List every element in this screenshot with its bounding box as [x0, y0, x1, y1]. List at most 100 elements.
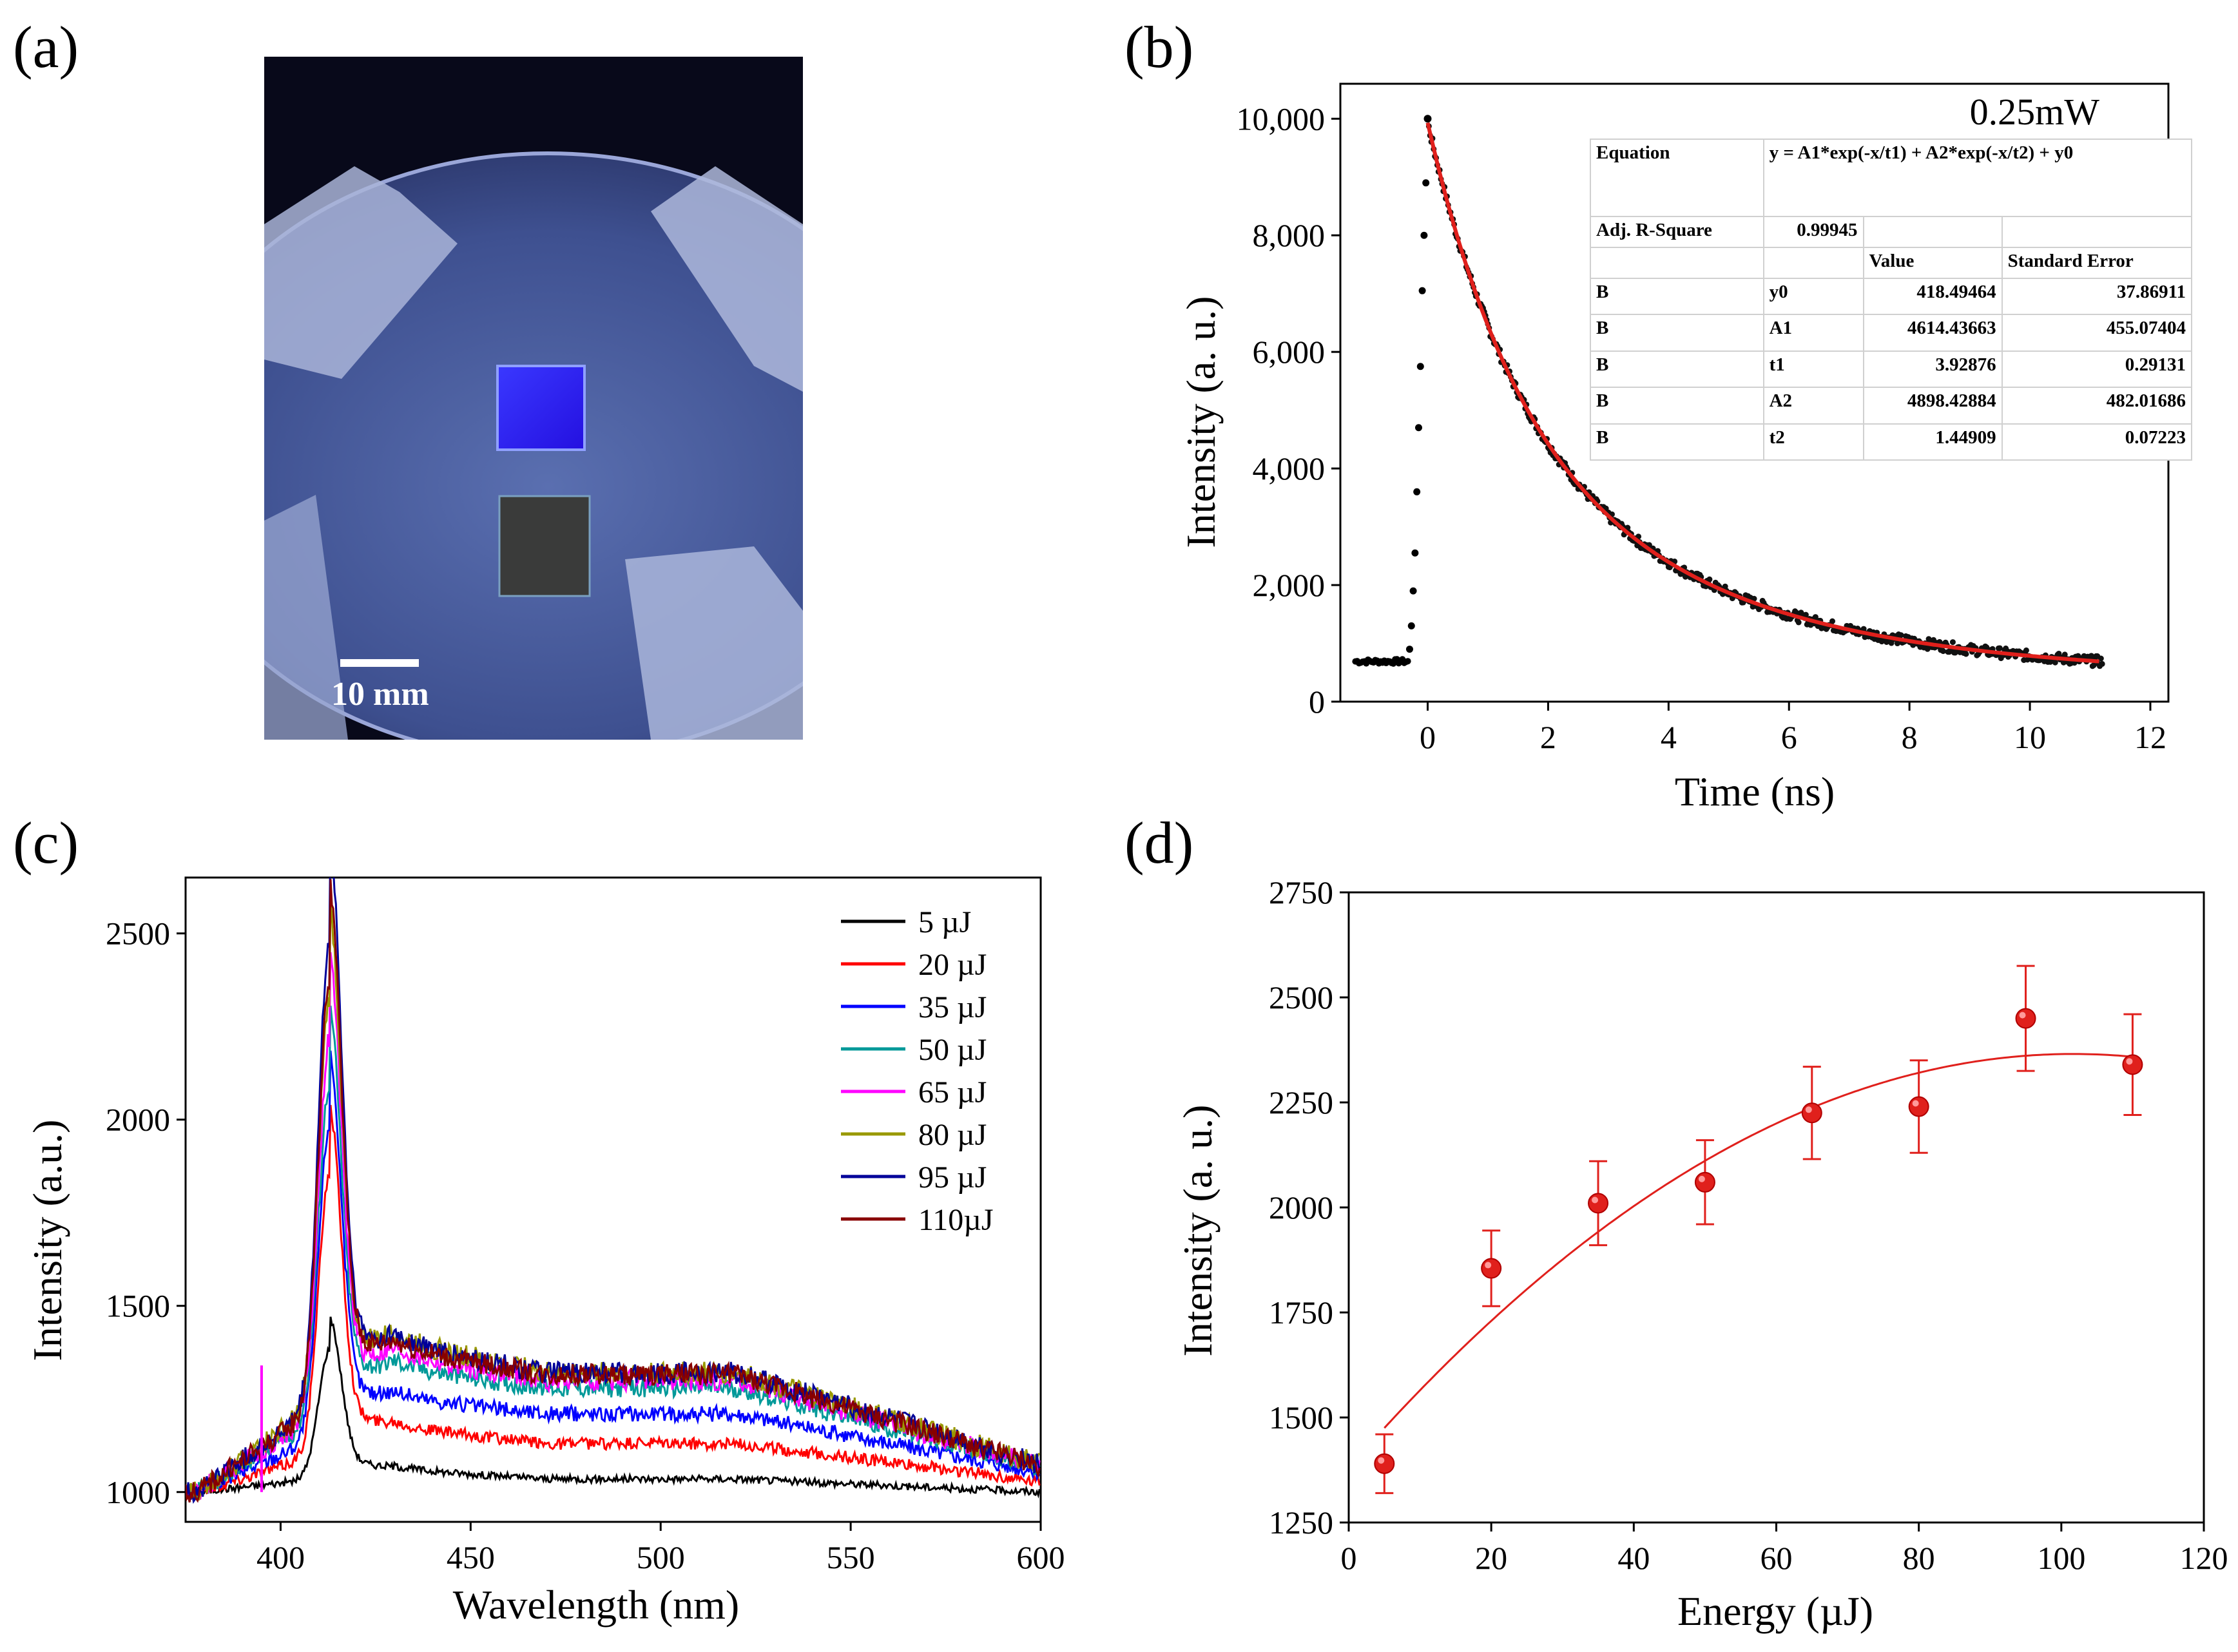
series-line [186, 1050, 1041, 1500]
x-tick-label: 500 [637, 1539, 685, 1575]
data-point [2088, 653, 2094, 659]
y-tick-label: 10,000 [1237, 101, 1326, 137]
series-line [186, 878, 1041, 1504]
series-line [186, 904, 1041, 1501]
equation-label: Equation [1590, 139, 1764, 217]
paper-sheet-bottom-right [625, 546, 803, 740]
table-row: B t2 1.44909 0.07223 [1590, 423, 2193, 461]
chart-b-ylabel: Intensity (a. u.) [1178, 296, 1224, 548]
row-model: B [1590, 314, 1764, 352]
stderr-header: Standard Error [2001, 247, 2193, 279]
data-point [1940, 648, 1946, 655]
x-tick-label: 0 [1341, 1540, 1357, 1576]
chart-c-xlabel: Wavelength (nm) [453, 1582, 739, 1628]
y-tick-label: 2,000 [1253, 567, 1326, 603]
scale-bar [340, 659, 419, 667]
y-tick-label: 2000 [106, 1102, 170, 1138]
row-value: 4898.42884 [1862, 387, 2003, 425]
adj-r-value: 0.99945 [1762, 216, 1864, 248]
row-stderr: 482.01686 [2001, 387, 2193, 425]
chart-d-xlabel: Energy (µJ) [1677, 1588, 1873, 1634]
data-point [1795, 619, 1802, 626]
chart-d-ylabel: Intensity (a. u.) [1175, 1105, 1220, 1357]
y-tick-label: 6,000 [1253, 334, 1326, 370]
data-point [2122, 1054, 2143, 1075]
row-stderr: 37.86911 [2001, 277, 2193, 316]
data-point [1409, 587, 1417, 595]
legend-label: 35 µJ [918, 990, 987, 1024]
data-point [1908, 1096, 1929, 1117]
series-line [186, 1104, 1041, 1502]
y-tick-label: 2500 [1269, 979, 1333, 1015]
legend-label: 95 µJ [918, 1160, 987, 1195]
data-point [1694, 1171, 1715, 1193]
series-group [186, 878, 1041, 1504]
row-param: t2 [1762, 423, 1864, 461]
adj-r-label: Adj. R-Square [1590, 216, 1764, 248]
data-point-highlight [2019, 1012, 2026, 1019]
data-point [1949, 639, 1956, 646]
data-point [1706, 576, 1713, 582]
series-line [186, 1316, 1041, 1499]
row-stderr: 0.29131 [2001, 350, 2193, 389]
y-tick-label: 1500 [1269, 1399, 1333, 1436]
data-point [1422, 179, 1430, 187]
series-line [186, 879, 1041, 1503]
row-model: B [1590, 423, 1764, 461]
data-point-highlight [1592, 1196, 1599, 1204]
x-tick-label: 2 [1540, 719, 1556, 755]
data-point [1423, 115, 1432, 123]
luminescent-film [496, 365, 586, 451]
plot-frame [1347, 891, 2205, 1524]
chart-b-xlabel: Time (ns) [1675, 769, 1835, 814]
data-point [2099, 660, 2105, 667]
x-tick-label: 40 [1617, 1540, 1650, 1576]
y-tick-label: 8,000 [1253, 217, 1326, 253]
x-tick-label: 550 [827, 1539, 875, 1575]
data-point-highlight [1485, 1262, 1492, 1269]
row-value: 1.44909 [1862, 423, 2003, 461]
table-row: B A2 4898.42884 482.01686 [1590, 387, 2193, 425]
data-point [1405, 646, 1413, 653]
data-point [2056, 650, 2062, 657]
row-model: B [1590, 277, 1764, 316]
data-point [1801, 1102, 1822, 1124]
data-point [1751, 595, 1757, 602]
data-point [2023, 647, 2029, 653]
x-tick-label: 20 [1475, 1540, 1507, 1576]
panel-c-letter: (c) [13, 810, 79, 876]
data-point [1407, 622, 1415, 629]
table-row: B y0 418.49464 37.86911 [1590, 277, 2193, 316]
paper-sheet-left [264, 495, 348, 740]
row-stderr: 0.07223 [2001, 423, 2193, 461]
x-tick-label: 450 [447, 1539, 495, 1575]
panel-a-letter: (a) [13, 14, 79, 80]
x-tick-label: 100 [2037, 1540, 2085, 1576]
y-tick-label: 2250 [1269, 1084, 1333, 1120]
x-tick-label: 80 [1903, 1540, 1935, 1576]
y-tick-label: 1000 [106, 1474, 170, 1510]
x-tick-label: 10 [2014, 719, 2046, 755]
data-point [1894, 640, 1900, 647]
row-value: 418.49464 [1862, 277, 2003, 316]
fit-curve [1425, 122, 2099, 664]
paper-sheet-top [264, 166, 458, 379]
data-point-highlight [2126, 1058, 2133, 1065]
row-value: 3.92876 [1862, 350, 2003, 389]
row-model: B [1590, 387, 1764, 425]
data-point [1416, 363, 1424, 370]
equation-text: y = A1*exp(-x/t1) + A2*exp(-x/t2) + y0 [1762, 139, 2193, 217]
data-point [1374, 1453, 1395, 1474]
row-value: 4614.43663 [1862, 314, 2003, 352]
paper-sheet-right [651, 166, 803, 392]
sample-photo: 10 mm [264, 57, 803, 740]
data-point [1588, 1193, 1609, 1214]
data-point [1404, 658, 1411, 665]
row-model: B [1590, 350, 1764, 389]
legend-label: 80 µJ [918, 1118, 987, 1152]
data-point [1413, 488, 1421, 495]
y-tick-label: 0 [1309, 684, 1325, 720]
x-tick-label: 4 [1661, 719, 1677, 755]
chart-spectra: 400 450 500 550 600 1000 1500 2000 2500 5 µJ 20 µJ… [24, 876, 1065, 1628]
legend-label: 5 µJ [918, 905, 971, 939]
